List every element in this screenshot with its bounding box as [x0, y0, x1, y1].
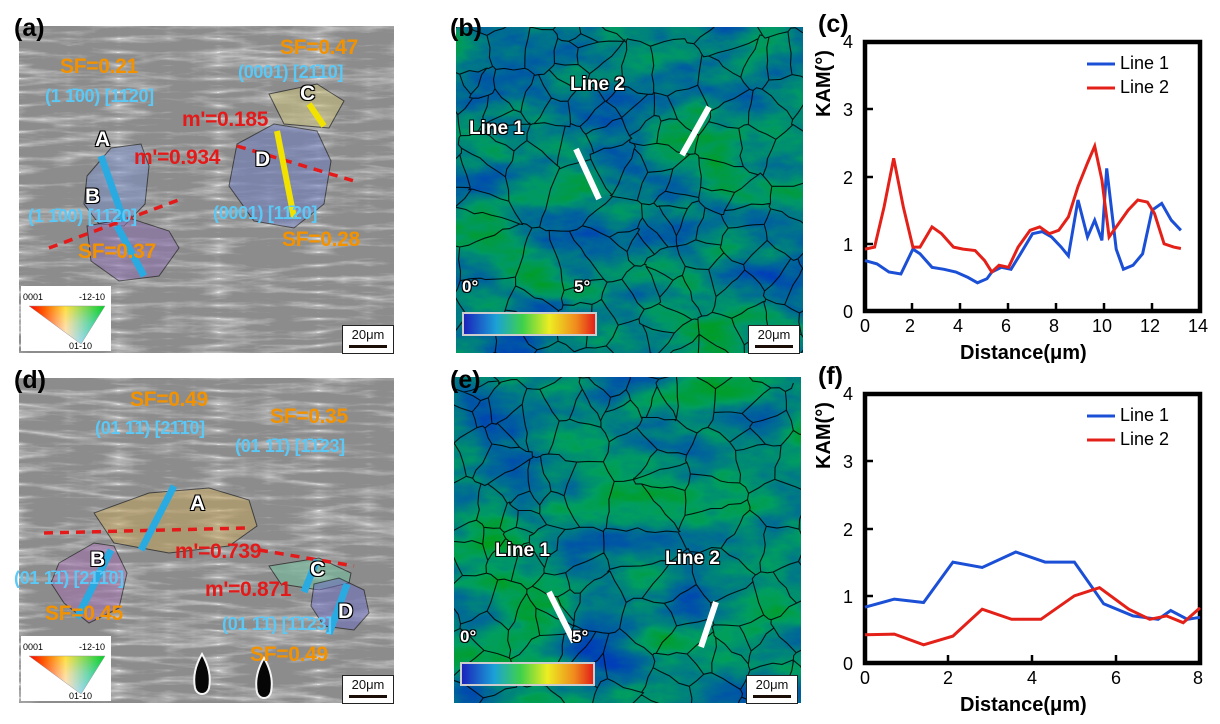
svg-text:-12-10: -12-10: [79, 292, 105, 302]
svg-text:Line 1: Line 1: [1120, 405, 1169, 425]
svg-text:0001: 0001: [23, 642, 43, 652]
svg-text:Line 2: Line 2: [1120, 429, 1169, 449]
svg-text:01-10: 01-10: [69, 691, 92, 701]
svg-text:0001: 0001: [23, 292, 43, 302]
svg-text:Line 2: Line 2: [1120, 77, 1169, 97]
svg-text:-12-10: -12-10: [79, 642, 105, 652]
svg-text:Line 1: Line 1: [1120, 53, 1169, 73]
svg-text:01-10: 01-10: [69, 341, 92, 351]
